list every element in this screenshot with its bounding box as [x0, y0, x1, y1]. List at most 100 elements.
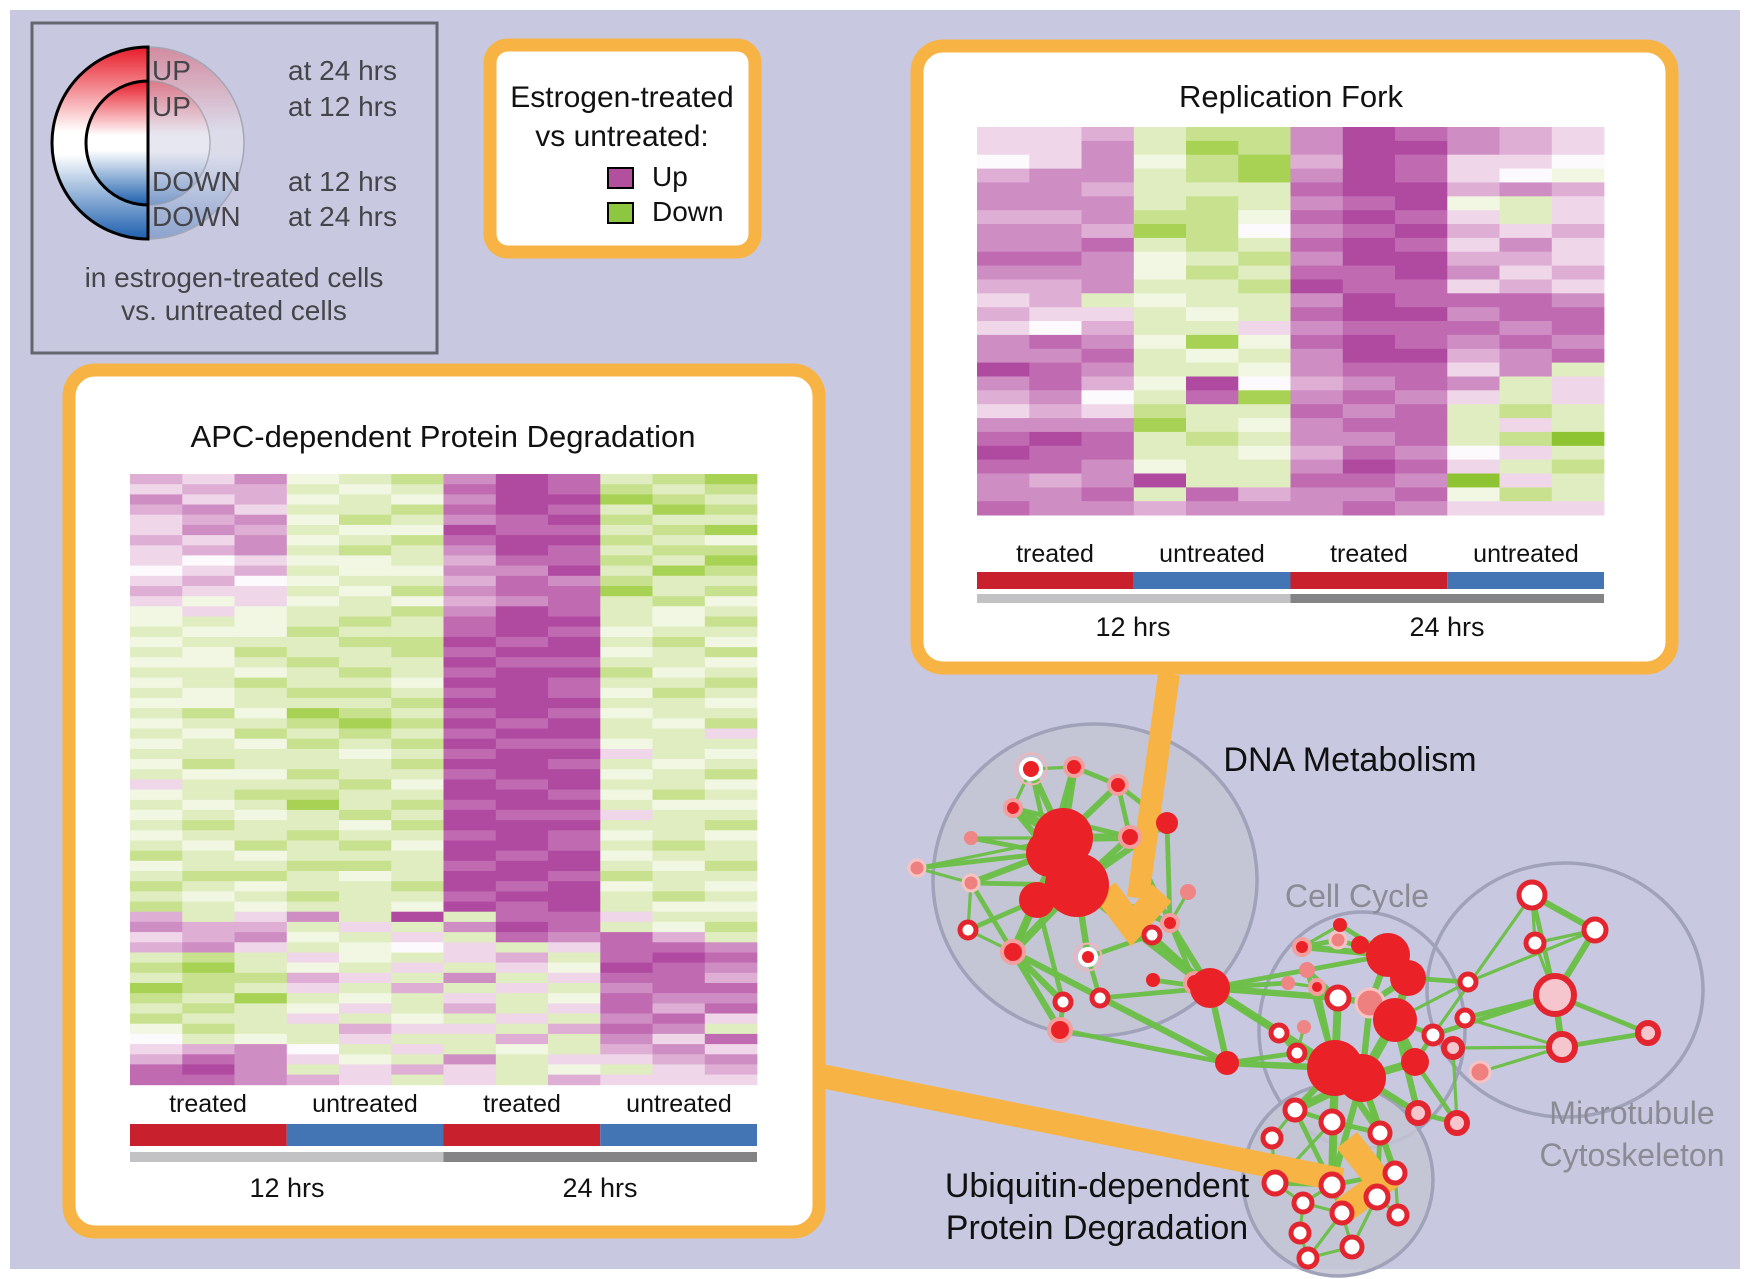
heatmap-cell	[495, 1003, 549, 1014]
heatmap-cell	[1238, 487, 1291, 502]
heatmap-cell	[548, 616, 601, 628]
heatmap-cell	[704, 504, 758, 516]
heatmap-cell	[652, 657, 706, 668]
heatmap-cell	[182, 596, 235, 607]
heatmap-cell	[182, 769, 235, 780]
heatmap-cell	[652, 677, 706, 689]
treated-bar	[130, 1124, 287, 1146]
heatmap-cell	[1499, 404, 1553, 419]
heatmap-cell	[443, 901, 497, 913]
heatmap-cell	[652, 524, 706, 536]
heatmap-cell	[1186, 445, 1239, 461]
heatmap-cell	[182, 565, 235, 577]
heatmap-cell	[1290, 431, 1344, 447]
gene-node	[961, 873, 981, 893]
heatmap-cell	[1447, 307, 1500, 322]
heatmap-cell	[234, 687, 288, 699]
heatmap-cell	[443, 636, 497, 648]
heatmap-cell	[548, 881, 601, 892]
panel-to-cluster-arrows	[818, 672, 1400, 1222]
heatmap-cell	[977, 196, 1030, 211]
heatmap-cell	[286, 983, 340, 994]
heatmap-cell	[548, 606, 601, 617]
heatmap-cell	[1133, 168, 1187, 183]
heatmap-cell	[339, 626, 392, 638]
heatmap-cell	[1395, 431, 1448, 447]
heatmap-cell	[548, 932, 601, 943]
circle-legend-down24-time: at 24 hrs	[288, 201, 397, 232]
heatmap-cell	[443, 789, 497, 801]
heatmap-cell	[130, 474, 183, 485]
heatmap-cell	[234, 769, 288, 780]
heatmap-cell	[1447, 210, 1500, 225]
heatmap-cell	[286, 779, 340, 790]
heatmap-cell	[443, 1033, 497, 1045]
heatmap-cell	[391, 545, 444, 556]
gene-node	[1141, 924, 1163, 946]
heatmap-cell	[286, 748, 340, 760]
heatmap-cell	[234, 921, 288, 933]
heatmap-cell	[130, 718, 183, 729]
heatmap-cell	[1447, 390, 1500, 405]
heatmap-cell	[391, 565, 444, 577]
heatmap-cell	[652, 820, 706, 831]
heatmap-cell	[339, 596, 392, 607]
heatmap-cell	[286, 626, 340, 638]
heatmap-cell	[977, 237, 1030, 253]
heatmap-cell	[443, 647, 497, 658]
heatmap-cell	[391, 993, 444, 1004]
heatmap-cell	[600, 728, 653, 740]
heatmap-cell	[1290, 321, 1344, 336]
heatmap-cell	[600, 586, 653, 597]
heatmap-cell	[652, 647, 706, 658]
heatmap-cell	[182, 942, 235, 953]
heatmap-cell	[1447, 404, 1500, 419]
heatmap-cell	[548, 657, 601, 668]
heatmap-cell	[443, 809, 497, 821]
cluster-label: Cell Cycle	[1285, 878, 1429, 914]
untreated-bar	[600, 1124, 757, 1146]
heatmap-cell	[600, 799, 653, 811]
heatmap-cell	[600, 718, 653, 729]
heatmap-cell	[1029, 140, 1082, 156]
heatmap-cell	[1133, 473, 1187, 488]
heatmap-cell	[391, 983, 444, 994]
repfork-time-label-24hrs: 24 hrs	[1409, 612, 1484, 642]
gene-node	[1328, 930, 1348, 950]
heatmap-cell	[130, 1074, 183, 1086]
heatmap-cell	[1447, 501, 1500, 516]
heatmap-cell	[977, 140, 1030, 156]
heatmap-cell	[548, 820, 601, 831]
heatmap-cell	[339, 647, 392, 658]
heatmap-cell	[234, 565, 288, 577]
heatmap-cell	[495, 942, 549, 953]
heatmap-cell	[443, 657, 497, 668]
heatmap-cell	[339, 1023, 392, 1035]
heatmap-cell	[652, 636, 706, 648]
heatmap-cell	[234, 698, 288, 709]
gene-node	[1045, 853, 1109, 917]
heatmap-cell	[1133, 182, 1187, 197]
untreated-bar	[1447, 572, 1604, 589]
heatmap-cell	[1342, 418, 1396, 433]
heatmap-cell	[548, 769, 601, 780]
heatmap-cell	[339, 983, 392, 994]
heatmap-cell	[1290, 210, 1344, 225]
heatmap-cell	[286, 728, 340, 740]
heatmap-cell	[1133, 321, 1187, 336]
heatmap-cell	[1133, 265, 1187, 280]
heatmap-cell	[548, 575, 601, 587]
network-nodes	[907, 752, 1661, 1270]
heatmap-cell	[704, 972, 758, 984]
heatmap-cell	[1342, 127, 1396, 142]
heatmap-cell	[391, 911, 444, 923]
heatmap-cell	[548, 1044, 601, 1055]
heatmap-cell	[704, 881, 758, 892]
heatmap-cell	[130, 636, 183, 648]
heatmap-cell	[1551, 140, 1605, 156]
heatmap-cell	[339, 667, 392, 678]
gene-node	[1386, 1203, 1410, 1227]
heatmap-cell	[339, 748, 392, 760]
heatmap-cell	[495, 921, 549, 933]
heatmap-cell	[286, 972, 340, 984]
